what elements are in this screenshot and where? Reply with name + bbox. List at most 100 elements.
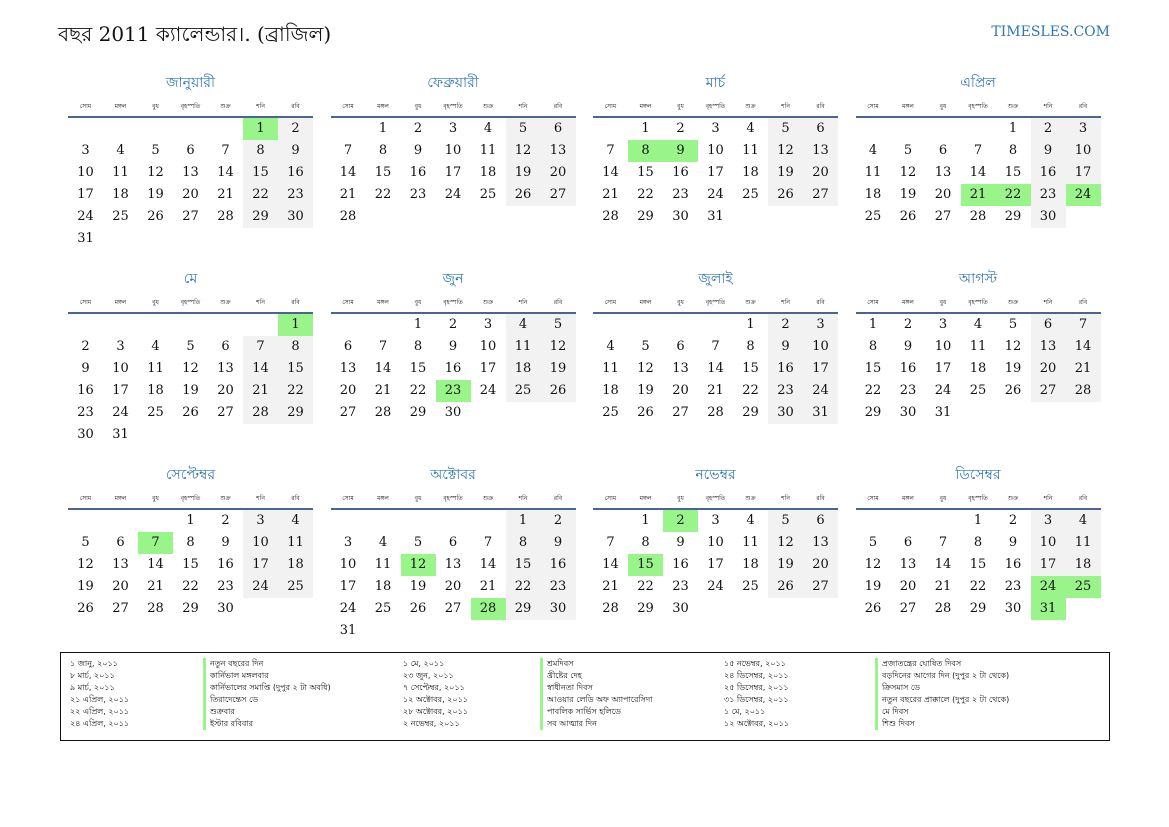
day[interactable]: 31 — [934, 405, 952, 420]
day[interactable]: 12 — [768, 140, 803, 162]
day[interactable]: 2 — [81, 339, 90, 354]
day[interactable]: 5 — [768, 510, 803, 532]
day[interactable]: 4 — [151, 339, 160, 354]
day[interactable]: 22 — [409, 383, 427, 398]
day[interactable]: 25 — [479, 187, 497, 202]
day[interactable]: 29 — [969, 601, 987, 616]
day[interactable]: 5 — [641, 339, 650, 354]
day[interactable]: 11 — [479, 143, 497, 158]
day[interactable]: 10 — [707, 535, 724, 550]
day[interactable]: 21 — [707, 383, 724, 398]
day[interactable]: 12 — [637, 361, 654, 376]
day[interactable]: 28 — [602, 209, 619, 224]
day[interactable]: 20 — [803, 554, 838, 576]
holiday-day[interactable]: 21 — [960, 184, 996, 206]
day[interactable]: 23 — [409, 187, 427, 202]
day[interactable]: 28 — [243, 402, 278, 424]
day[interactable]: 12 — [77, 557, 94, 572]
day[interactable]: 29 — [637, 209, 654, 224]
holiday-day[interactable]: 15 — [628, 554, 663, 576]
holiday-day[interactable]: 22 — [995, 184, 1031, 206]
day[interactable]: 24 — [934, 383, 952, 398]
day[interactable]: 30 — [77, 427, 94, 442]
day[interactable]: 11 — [505, 336, 541, 358]
day[interactable]: 29 — [505, 598, 541, 620]
day[interactable]: 17 — [243, 554, 278, 576]
day[interactable]: 16 — [1004, 557, 1022, 572]
day[interactable]: 9 — [448, 339, 458, 354]
day[interactable]: 5 — [505, 118, 541, 140]
day[interactable]: 21 — [339, 187, 357, 202]
day[interactable]: 20 — [672, 383, 689, 398]
day[interactable]: 4 — [278, 510, 313, 532]
day[interactable]: 6 — [448, 535, 458, 550]
day[interactable]: 30 — [672, 601, 689, 616]
day[interactable]: 4 — [746, 513, 755, 528]
day[interactable]: 23 — [768, 380, 803, 402]
day[interactable]: 17 — [803, 358, 838, 380]
day[interactable]: 8 — [186, 535, 195, 550]
holiday-day[interactable]: 28 — [470, 598, 506, 620]
day[interactable]: 9 — [1030, 140, 1066, 162]
day[interactable]: 30 — [899, 405, 917, 420]
day[interactable]: 31 — [77, 231, 94, 246]
day[interactable]: 12 — [540, 336, 576, 358]
day[interactable]: 3 — [711, 121, 720, 136]
day[interactable]: 21 — [934, 579, 952, 594]
day[interactable]: 17 — [77, 187, 94, 202]
day[interactable]: 29 — [409, 405, 427, 420]
day[interactable]: 1 — [746, 317, 755, 332]
day[interactable]: 14 — [602, 557, 619, 572]
day[interactable]: 30 — [768, 402, 803, 424]
day[interactable]: 27 — [112, 601, 129, 616]
day[interactable]: 20 — [540, 162, 576, 184]
day[interactable]: 20 — [182, 187, 199, 202]
day[interactable]: 28 — [374, 405, 392, 420]
day[interactable]: 15 — [864, 361, 882, 376]
day[interactable]: 14 — [707, 361, 724, 376]
day[interactable]: 19 — [77, 579, 94, 594]
day[interactable]: 30 — [278, 206, 313, 228]
day[interactable]: 31 — [339, 623, 357, 638]
day[interactable]: 9 — [903, 339, 913, 354]
day[interactable]: 14 — [969, 165, 987, 180]
day[interactable]: 20 — [1030, 358, 1066, 380]
day[interactable]: 7 — [1065, 314, 1101, 336]
day[interactable]: 20 — [803, 162, 838, 184]
holiday-day[interactable]: 12 — [400, 554, 436, 576]
day[interactable]: 25 — [278, 576, 313, 598]
day[interactable]: 5 — [540, 314, 576, 336]
day[interactable]: 7 — [606, 143, 615, 158]
day[interactable]: 16 — [217, 557, 234, 572]
day[interactable]: 3 — [938, 317, 948, 332]
day[interactable]: 27 — [217, 405, 234, 420]
day[interactable]: 2 — [540, 510, 576, 532]
day[interactable]: 15 — [742, 361, 759, 376]
day[interactable]: 7 — [221, 143, 230, 158]
day[interactable]: 23 — [217, 579, 234, 594]
day[interactable]: 1 — [973, 513, 983, 528]
day[interactable]: 2 — [1008, 513, 1018, 528]
day[interactable]: 5 — [903, 143, 913, 158]
holiday-day[interactable]: 7 — [138, 532, 173, 554]
day[interactable]: 29 — [182, 601, 199, 616]
day[interactable]: 13 — [540, 140, 576, 162]
day[interactable]: 24 — [339, 601, 357, 616]
holiday-day[interactable]: 1 — [243, 118, 278, 140]
day[interactable]: 10 — [339, 557, 357, 572]
day[interactable]: 10 — [77, 165, 94, 180]
day[interactable]: 22 — [637, 579, 654, 594]
day[interactable]: 4 — [746, 121, 755, 136]
day[interactable]: 2 — [413, 121, 423, 136]
day[interactable]: 4 — [378, 535, 388, 550]
day[interactable]: 12 — [768, 532, 803, 554]
day[interactable]: 4 — [606, 339, 615, 354]
day[interactable]: 13 — [934, 165, 952, 180]
day[interactable]: 26 — [768, 184, 803, 206]
day[interactable]: 1 — [641, 513, 650, 528]
day[interactable]: 18 — [374, 579, 392, 594]
day[interactable]: 16 — [899, 361, 917, 376]
day[interactable]: 14 — [934, 557, 952, 572]
day[interactable]: 6 — [186, 143, 195, 158]
day[interactable]: 30 — [217, 601, 234, 616]
